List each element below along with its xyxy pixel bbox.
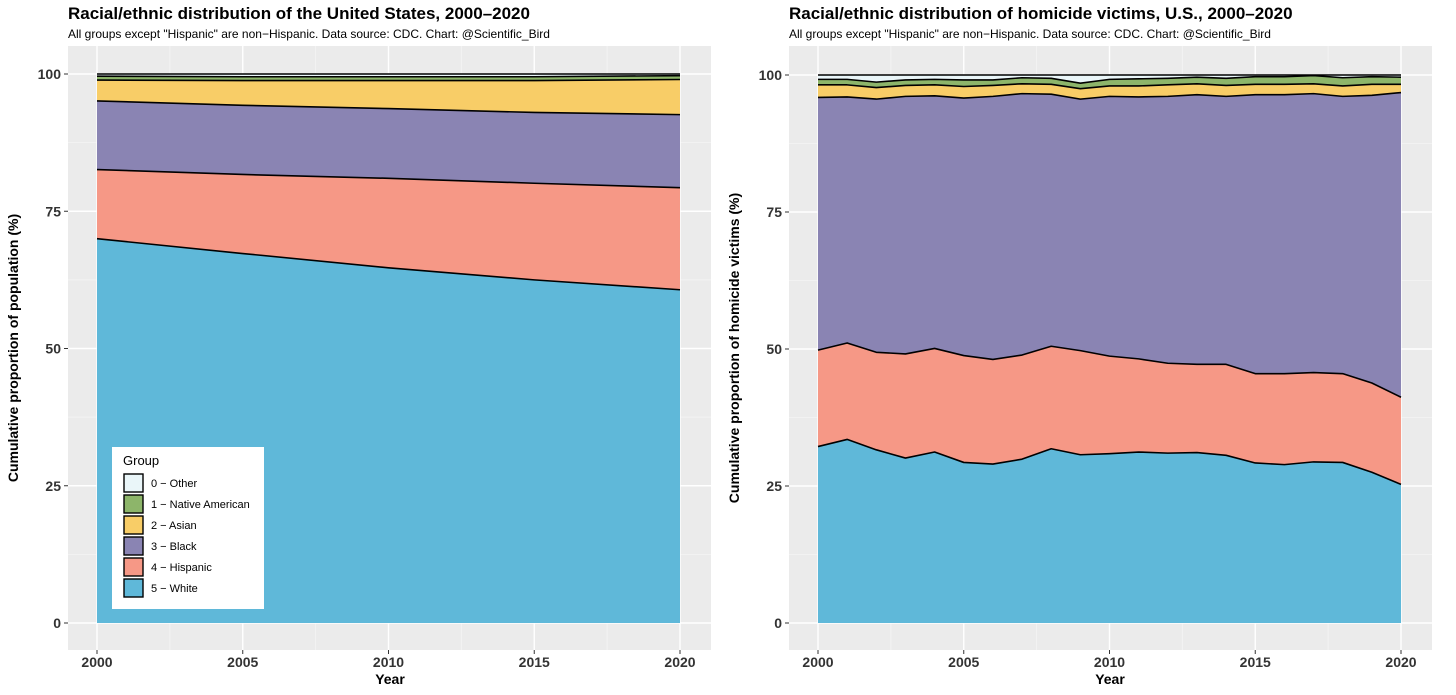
boundary-line	[818, 82, 1401, 90]
boundary-line	[96, 100, 681, 116]
legend-label: 2 − Asian	[151, 520, 197, 532]
y-tick-label: 0	[774, 615, 782, 631]
chart-left-x-axis-label: Year	[375, 671, 405, 687]
area-black	[97, 100, 680, 188]
chart-right-areas	[818, 75, 1401, 623]
legend-label: 0 − Other	[151, 478, 198, 490]
chart-left-y-ticks: 0 25 50 75 100	[38, 66, 68, 631]
x-tick-label: 2005	[948, 654, 979, 670]
chart-right-y-ticks: 0 25 50 75 100	[759, 67, 789, 631]
x-tick-label: 2000	[802, 654, 833, 670]
legend-key	[123, 557, 144, 577]
boundary-line	[818, 74, 1402, 85]
y-tick-label: 0	[53, 615, 61, 631]
legend-title: Group	[123, 453, 159, 468]
legend-key	[123, 473, 144, 493]
x-tick-label: 2015	[1240, 654, 1271, 670]
legend-label: 5 − White	[151, 583, 198, 595]
y-tick-label: 100	[759, 67, 783, 83]
legend-label: 3 − Black	[151, 541, 197, 553]
chart-right-lines	[817, 74, 1402, 486]
y-tick-label: 75	[766, 204, 782, 220]
chart-right: Racial/ethnic distribution of homicide v…	[726, 4, 1432, 687]
chart-left-areas	[97, 74, 680, 623]
x-tick-label: 2010	[1094, 654, 1125, 670]
boundary-line	[96, 237, 681, 291]
legend-key	[123, 515, 144, 535]
legend-key	[123, 494, 144, 514]
area-hispanic	[97, 169, 680, 290]
y-tick-label: 25	[45, 478, 61, 494]
chart-right-y-axis-label: Cumulative proportion of homicide victim…	[726, 193, 742, 503]
boundary-line	[96, 168, 681, 189]
chart-left-title: Racial/ethnic distribution of the United…	[68, 4, 530, 23]
y-tick-label: 50	[766, 341, 782, 357]
chart-left-x-ticks: 2000 2005 2010 2015 2020	[81, 650, 696, 670]
x-tick-label: 2000	[81, 654, 112, 670]
y-tick-label: 75	[45, 203, 61, 219]
chart-right-x-ticks: 2000 2005 2010 2015 2020	[802, 650, 1417, 670]
boundary-line	[817, 438, 1402, 486]
legend-items: 0 − Other 1 − Native American 2 − Asian 3 −…	[123, 473, 250, 598]
chart-right-subtitle: All groups except "Hispanic" are non−His…	[789, 27, 1271, 41]
area-asian	[818, 83, 1401, 100]
chart-right-x-axis-label: Year	[1095, 671, 1125, 687]
boundary-line	[817, 91, 1402, 100]
y-tick-label: 25	[766, 478, 782, 494]
x-tick-label: 2020	[664, 654, 695, 670]
y-tick-label: 50	[45, 341, 61, 357]
legend-key	[123, 536, 144, 556]
chart-right-title: Racial/ethnic distribution of homicide v…	[789, 4, 1293, 23]
x-tick-label: 2005	[227, 654, 258, 670]
legend: Group 0 − Other 1 − Native American 2 − As…	[112, 447, 264, 609]
boundary-line	[96, 74, 681, 78]
area-black	[818, 92, 1401, 398]
area-white	[818, 439, 1401, 623]
chart-left-y-axis-label: Cumulative proportion of population (%)	[5, 214, 21, 482]
legend-label: 4 − Hispanic	[151, 562, 212, 574]
chart-left: Racial/ethnic distribution of the United…	[5, 4, 711, 687]
area-hispanic	[818, 342, 1401, 485]
y-tick-label: 100	[38, 66, 62, 82]
area-native-american	[818, 75, 1401, 89]
x-tick-label: 2010	[373, 654, 404, 670]
x-tick-label: 2020	[1385, 654, 1416, 670]
chart-left-lines	[96, 73, 681, 291]
area-asian	[97, 79, 680, 115]
chart-left-subtitle: All groups except "Hispanic" are non−His…	[68, 27, 550, 41]
boundary-line	[96, 78, 681, 82]
legend-label: 1 − Native American	[151, 499, 250, 511]
legend-key	[123, 578, 144, 598]
x-tick-label: 2015	[519, 654, 550, 670]
boundary-line	[817, 342, 1402, 398]
